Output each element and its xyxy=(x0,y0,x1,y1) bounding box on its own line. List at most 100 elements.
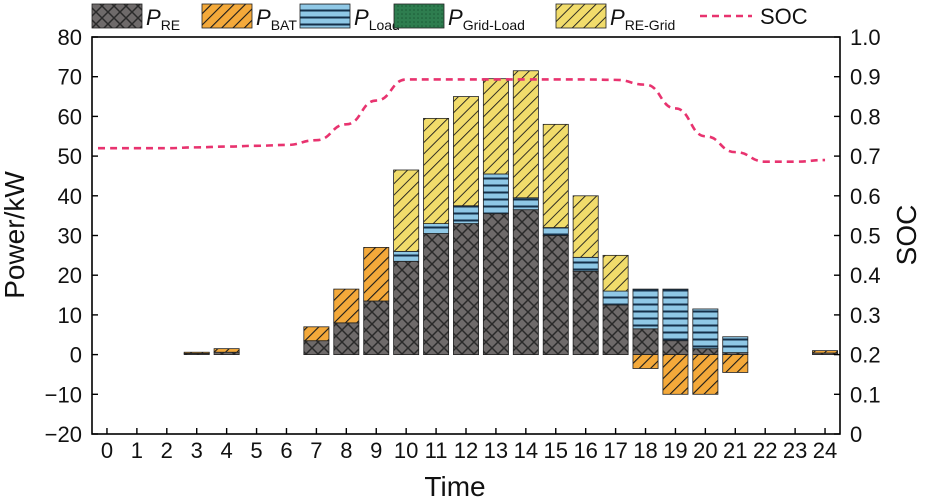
legend-label-p-re-grid: PRE-Grid xyxy=(610,5,675,33)
y-axis-title: Power/kW xyxy=(0,171,30,299)
x-tick-label: 18 xyxy=(633,438,657,463)
x-tick-label: 8 xyxy=(340,438,352,463)
y-tick-label: −20 xyxy=(45,422,82,447)
x-tick-label: 7 xyxy=(310,438,322,463)
bar-p-load-21 xyxy=(722,336,749,354)
legend-label-sub: Grid-Load xyxy=(463,17,525,33)
x-tick-label: 21 xyxy=(723,438,747,463)
y-tick-label: 50 xyxy=(58,144,82,169)
x-tick-label: 2 xyxy=(161,438,173,463)
axes-layer: −20−100102030405060708000.10.20.30.40.50… xyxy=(45,25,881,463)
bar-p-re-13 xyxy=(482,213,509,355)
bar-p-load-18 xyxy=(632,288,659,330)
bar-p-load-19 xyxy=(662,288,689,342)
x-tick-label: 10 xyxy=(394,438,418,463)
y2-tick-label: 0.7 xyxy=(850,144,881,169)
y-tick-label: 30 xyxy=(58,224,82,249)
y2-tick-label: 0.2 xyxy=(850,343,881,368)
bar-p-bat-24 xyxy=(812,350,839,354)
x-tick-label: 15 xyxy=(544,438,568,463)
bar-p-bat-9 xyxy=(363,247,390,302)
legend-label-main: P xyxy=(354,5,369,30)
legend-label-sub: BAT xyxy=(271,17,298,33)
bar-p-bat-20 xyxy=(692,354,719,395)
x-axis-title: Time xyxy=(424,471,485,500)
x-tick-label: 0 xyxy=(101,438,113,463)
bar-p-re-7 xyxy=(303,340,330,355)
y-tick-label: 0 xyxy=(70,343,82,368)
y2-tick-label: 0.4 xyxy=(850,263,881,288)
bar-p-bat-8 xyxy=(333,288,360,324)
x-tick-label: 11 xyxy=(425,438,448,463)
legend-label-p-re: PRE xyxy=(146,5,180,33)
bar-p-re-grid-10 xyxy=(393,169,420,252)
legend-label-p-bat: PBAT xyxy=(256,5,297,33)
y2-tick-label: 1.0 xyxy=(850,25,881,50)
y-tick-label: 60 xyxy=(58,104,82,129)
y2-tick-label: 0.5 xyxy=(850,224,881,249)
bar-p-re-11 xyxy=(423,233,450,355)
legend-label-p-load: PLoad xyxy=(354,5,400,33)
legend-swatch-p-re xyxy=(91,3,143,29)
x-tick-label: 6 xyxy=(280,438,292,463)
legend-label-soc: SOC xyxy=(760,4,808,29)
bar-p-load-17 xyxy=(602,290,629,306)
bar-p-re-16 xyxy=(572,270,599,356)
bars-layer xyxy=(183,70,839,395)
bar-p-re-18 xyxy=(632,328,659,356)
y2-tick-label: 0 xyxy=(850,422,862,447)
bar-p-bat-4 xyxy=(213,348,240,353)
legend-swatch-p-bat xyxy=(201,3,253,29)
y-tick-label: −10 xyxy=(45,382,82,407)
legend-label-main: P xyxy=(448,5,463,30)
bar-p-re-grid-15 xyxy=(542,123,569,228)
legend-label-main: P xyxy=(256,5,271,30)
bar-p-load-16 xyxy=(572,256,599,272)
y2-tick-label: 0.1 xyxy=(850,382,881,407)
legend-label-p-grid-load: PGrid-Load xyxy=(448,5,525,33)
y2-tick-label: 0.6 xyxy=(850,184,881,209)
legend-label-main: P xyxy=(146,5,161,30)
bar-p-bat-19 xyxy=(662,354,689,395)
legend-swatch-p-load xyxy=(299,3,351,29)
legend-label-sub: Load xyxy=(369,17,400,33)
bar-p-load-13 xyxy=(482,173,509,215)
bar-p-re-12 xyxy=(453,223,479,355)
bar-p-re-8 xyxy=(333,322,360,355)
legend-label-main: P xyxy=(610,5,625,30)
legend-swatch-p-re-grid xyxy=(555,3,607,29)
x-tick-label: 3 xyxy=(191,438,203,463)
x-tick-label: 9 xyxy=(370,438,382,463)
bar-p-re-grid-13 xyxy=(482,78,509,175)
x-tick-label: 13 xyxy=(484,438,508,463)
bar-p-load-10 xyxy=(393,250,420,262)
bar-p-bat-3 xyxy=(183,351,210,354)
x-tick-label: 17 xyxy=(603,438,627,463)
x-tick-label: 14 xyxy=(514,438,538,463)
bar-p-re-17 xyxy=(602,304,629,356)
bar-p-load-11 xyxy=(423,223,450,234)
bar-p-bat-7 xyxy=(303,326,330,342)
legend: PRE PBAT PLoad PGrid-Load PRE-Grid SOC xyxy=(91,3,808,33)
legend-swatch-p-grid-load xyxy=(393,3,445,29)
y2-tick-label: 0.8 xyxy=(850,104,881,129)
x-tick-label: 12 xyxy=(454,438,478,463)
x-tick-label: 24 xyxy=(813,438,837,463)
bar-p-load-20 xyxy=(692,308,719,350)
x-tick-label: 1 xyxy=(131,438,143,463)
y2-tick-label: 0.3 xyxy=(850,303,881,328)
x-tick-label: 20 xyxy=(693,438,717,463)
x-tick-label: 19 xyxy=(663,438,687,463)
bar-p-re-grid-17 xyxy=(602,254,629,292)
x-tick-label: 22 xyxy=(753,438,777,463)
y-tick-label: 10 xyxy=(58,303,82,328)
bar-p-re-grid-14 xyxy=(512,70,539,199)
y-tick-label: 20 xyxy=(58,263,82,288)
bar-p-re-grid-12 xyxy=(453,96,479,207)
x-tick-label: 16 xyxy=(573,438,597,463)
y-tick-label: 70 xyxy=(58,65,82,90)
bar-p-re-grid-16 xyxy=(572,195,599,258)
bar-p-re-grid-11 xyxy=(423,117,450,224)
y2-tick-label: 0.9 xyxy=(850,65,881,90)
